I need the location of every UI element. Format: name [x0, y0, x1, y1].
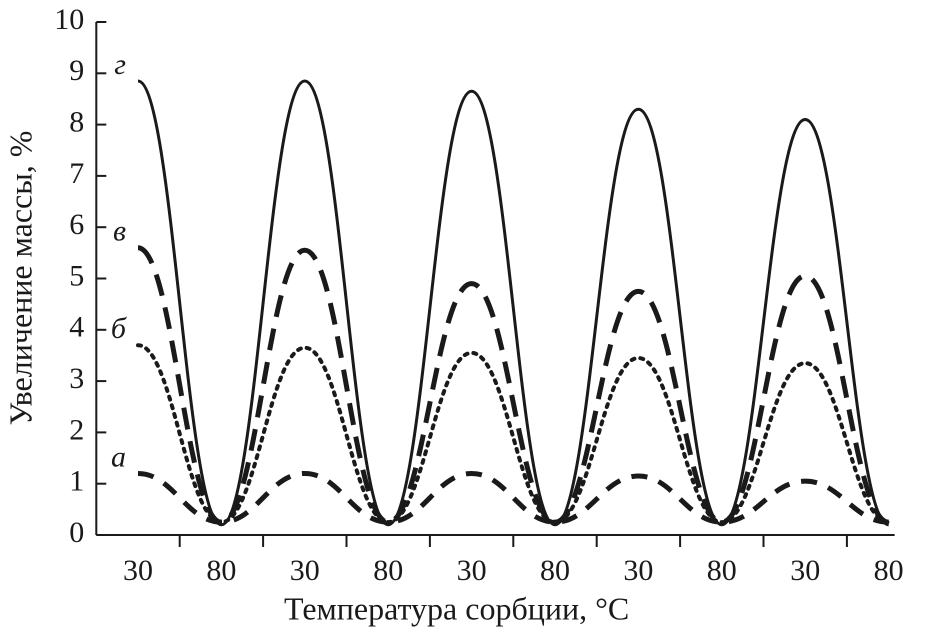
- y-tick-label: 4: [69, 311, 84, 344]
- y-tick-label: 8: [69, 105, 84, 138]
- y-tick-label: 10: [54, 3, 84, 36]
- y-tick-label: 2: [69, 413, 84, 446]
- y-tick-label: 7: [69, 157, 84, 190]
- series-line: [137, 245, 890, 525]
- x-tick-label: 30: [457, 554, 487, 587]
- x-tick-label: 30: [790, 554, 820, 587]
- x-tick-label: 80: [373, 554, 403, 587]
- series-label: а: [111, 440, 126, 473]
- series-label: в: [113, 215, 126, 248]
- x-tick-label: 80: [206, 554, 236, 587]
- y-tick-label: 0: [69, 516, 84, 549]
- series-line: [136, 343, 891, 525]
- series-label: г: [114, 48, 126, 81]
- x-tick-label: 80: [540, 554, 570, 587]
- x-tick-label: 30: [623, 554, 653, 587]
- series-line: [137, 79, 890, 527]
- x-tick-label: 30: [290, 554, 320, 587]
- y-tick-label: 5: [69, 259, 84, 292]
- x-tick-label: 30: [123, 554, 153, 587]
- x-axis-label: Температура сорбции, °C: [284, 590, 629, 626]
- y-axis-label: Увеличение массы, %: [2, 131, 38, 426]
- series-line: [137, 470, 889, 525]
- y-tick-label: 3: [69, 362, 84, 395]
- x-tick-label: 80: [874, 554, 904, 587]
- y-tick-label: 1: [69, 465, 84, 498]
- y-tick-label: 6: [69, 208, 84, 241]
- series-label: б: [111, 312, 127, 345]
- x-tick-label: 80: [707, 554, 737, 587]
- y-tick-label: 9: [69, 54, 84, 87]
